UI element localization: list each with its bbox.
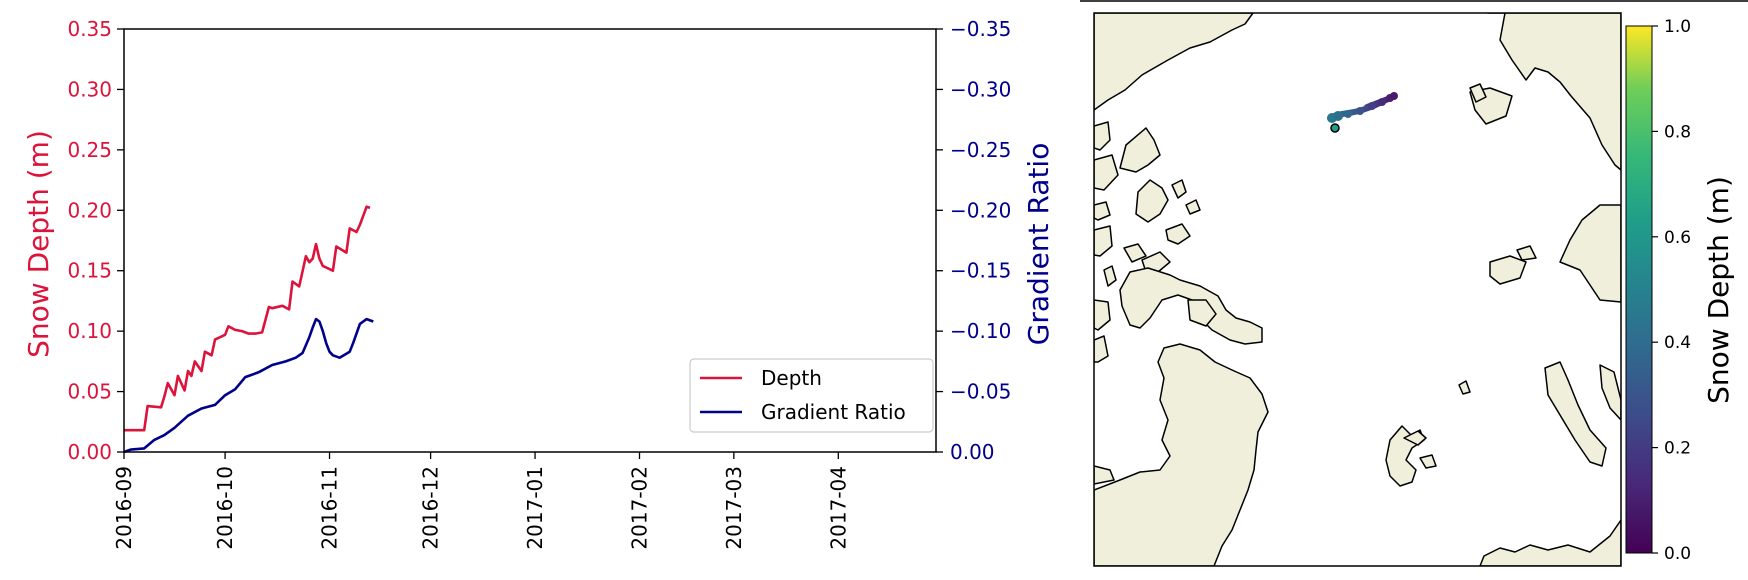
y-left-tick-label: 0.00 — [67, 440, 112, 464]
series-line-depth — [124, 205, 371, 432]
y-right-tick-label: −0.05 — [950, 380, 1011, 404]
x-tick-label: 2017-01 — [523, 466, 547, 550]
ts-x-ticks: 2016-09 2016-10 2016-11 2016-12 2017-01 2017-… — [112, 452, 850, 550]
colorbar-tick-label: 0.0 — [1664, 544, 1691, 564]
land-canada-7 — [1185, 199, 1201, 215]
y-right-tick-label: 0.00 — [950, 440, 995, 464]
land-canada-1 — [1094, 121, 1111, 151]
buoy-track — [1327, 92, 1398, 133]
y-left-tick-label: 0.20 — [67, 198, 112, 222]
legend-box — [689, 358, 934, 433]
colorbar-tick-label: 0.2 — [1664, 439, 1691, 459]
x-tick-label: 2017-04 — [826, 466, 850, 550]
y-left-tick-label: 0.15 — [67, 259, 112, 283]
colorbar-tick-label: 0.8 — [1664, 122, 1691, 142]
land-canada-2 — [1119, 127, 1161, 173]
y-left-tick-label: 0.10 — [67, 319, 112, 343]
track-point-5 — [1368, 102, 1376, 110]
y-right-tick-label: −0.20 — [950, 198, 1011, 222]
land-canada-12 — [1103, 265, 1117, 287]
map-panel: 0.0 0.2 0.4 0.6 0.8 1.0 Snow Depth (m) — [1093, 12, 1735, 567]
track-start-marker — [1330, 123, 1340, 133]
ts-y-ticks-right: 0.00 −0.05 −0.10 −0.15 −0.20 −0.25 −0.30 −0.35 — [936, 17, 1011, 464]
series-line-gradient-ratio — [123, 317, 374, 454]
y-left-tick-label: 0.25 — [67, 138, 112, 162]
y-right-tick-label: −0.10 — [950, 319, 1011, 343]
land-franz-josef — [1489, 255, 1527, 285]
land-canada-10 — [1123, 243, 1147, 263]
colorbar-tick-label: 1.0 — [1664, 17, 1691, 37]
land-canada-8 — [1165, 223, 1191, 245]
land-canada-15 — [1094, 335, 1109, 363]
land-greenland-north — [1094, 13, 1254, 111]
land-island-a — [1469, 83, 1487, 103]
land-russia-bottom — [1479, 519, 1621, 566]
y-right-tick-label: −0.30 — [950, 77, 1011, 101]
y-left-tick-label: 0.05 — [67, 380, 112, 404]
legend-gradient-label: Gradient Ratio — [761, 400, 906, 424]
land-canada-6 — [1171, 179, 1187, 199]
colorbar-bar — [1625, 25, 1653, 554]
colorbar-tick-label: 0.6 — [1664, 228, 1691, 248]
y-right-tick-label: −0.35 — [950, 17, 1011, 41]
x-tick-label: 2016-09 — [112, 466, 136, 550]
y-left-tick-label: 0.30 — [67, 77, 112, 101]
land-greenland — [1094, 343, 1269, 566]
colorbar-ticks: 0.0 0.2 0.4 0.6 0.8 1.0 — [1652, 17, 1691, 564]
legend-depth-label: Depth — [761, 366, 822, 390]
colorbar-tick-label: 0.4 — [1664, 333, 1691, 353]
ts-plot-frame — [123, 28, 937, 453]
track-point-8 — [1390, 92, 1398, 100]
legend: Depth Gradient Ratio — [689, 358, 934, 433]
time-series-chart: 2016-09 2016-10 2016-11 2016-12 2017-01 2017-… — [22, 17, 1055, 550]
land-islet-3 — [1458, 380, 1471, 395]
track-point-6 — [1378, 98, 1386, 106]
land-islet-2 — [1419, 454, 1437, 469]
colorbar: 0.0 0.2 0.4 0.6 0.8 1.0 Snow Depth (m) — [1625, 17, 1735, 564]
land-canada-9 — [1094, 225, 1113, 257]
y-right-tick-label: −0.15 — [950, 259, 1011, 283]
x-tick-label: 2017-03 — [722, 466, 746, 550]
x-tick-label: 2016-11 — [318, 466, 342, 550]
map-land — [1094, 13, 1621, 566]
land-canada-3 — [1094, 154, 1119, 191]
x-tick-label: 2016-12 — [419, 466, 443, 550]
land-russia-arctic — [1559, 204, 1621, 303]
track-point-3 — [1344, 110, 1352, 118]
x-tick-label: 2017-02 — [628, 466, 652, 550]
land-canada-big — [1119, 267, 1263, 345]
land-canada-13 — [1094, 299, 1111, 331]
land-svalbard — [1487, 13, 1621, 171]
y-left-tick-label: 0.35 — [67, 17, 112, 41]
land-russia-east — [1599, 364, 1621, 421]
land-franz-small — [1516, 245, 1537, 261]
colorbar-label: Snow Depth (m) — [1702, 176, 1735, 404]
y-right-tick-label: −0.25 — [950, 138, 1011, 162]
track-point-2 — [1333, 111, 1343, 121]
land-novaya — [1544, 361, 1607, 467]
y-axis-label-right: Gradient Ratio — [1022, 143, 1055, 346]
map-frame — [1093, 12, 1622, 567]
land-canada-5 — [1135, 179, 1169, 223]
land-canada-4 — [1094, 201, 1111, 221]
track-point-4 — [1356, 107, 1364, 115]
land-islet-1 — [1403, 430, 1427, 446]
land-canada-14 — [1187, 299, 1217, 327]
ts-lines — [123, 205, 374, 454]
x-tick-label: 2016-10 — [213, 466, 237, 550]
ts-y-ticks-left: 0.00 0.05 0.10 0.15 0.20 0.25 0.30 0.35 — [67, 17, 124, 464]
y-axis-label-left: Snow Depth (m) — [22, 130, 55, 358]
